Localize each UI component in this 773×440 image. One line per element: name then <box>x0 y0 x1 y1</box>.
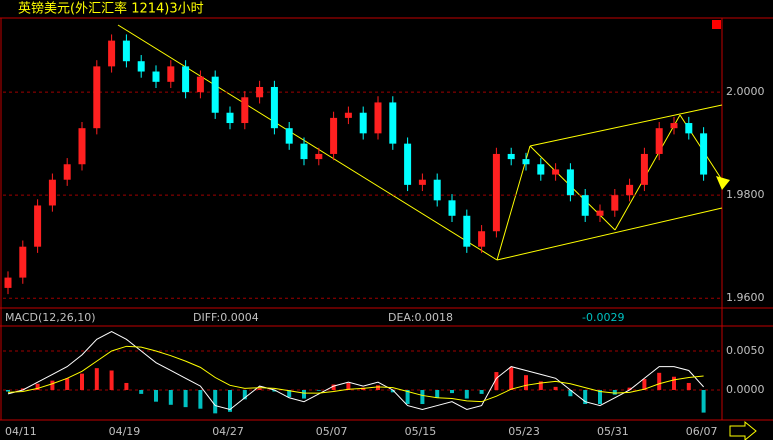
candle-body <box>611 195 619 211</box>
candle-body <box>137 61 145 72</box>
candle-body <box>507 153 515 160</box>
candle-body <box>182 66 190 93</box>
candle-body <box>167 66 175 82</box>
x-tick-label: 06/07 <box>686 425 718 438</box>
candle-body <box>552 169 560 175</box>
corner-marker <box>712 20 721 29</box>
candle-body <box>300 143 308 160</box>
x-tick-label: 04/11 <box>5 425 37 438</box>
candle-body <box>48 179 56 206</box>
candle-body <box>122 40 130 62</box>
candle-body <box>374 102 382 134</box>
macd-line <box>7 345 704 403</box>
y-tick-label: 2.0000 <box>726 85 765 98</box>
candle-body <box>700 133 708 175</box>
candle-body <box>226 112 234 124</box>
candle-body <box>256 86 264 98</box>
macd-line <box>7 330 704 411</box>
x-tick-label: 05/07 <box>316 425 348 438</box>
candle-body <box>315 153 323 160</box>
x-tick-label: 05/23 <box>508 425 540 438</box>
candle-body <box>670 123 678 129</box>
candle-body <box>241 97 249 124</box>
candle-body <box>463 215 471 247</box>
candle-body <box>344 112 352 118</box>
candle-body <box>196 76 204 93</box>
candle-body <box>359 112 367 134</box>
candle-body <box>418 179 426 185</box>
x-tick-label: 04/27 <box>212 425 244 438</box>
y-tick-label: 0.0000 <box>726 383 765 396</box>
dea-label: DEA:0.0018 <box>388 311 453 324</box>
candle-body <box>522 159 530 165</box>
candle-body <box>78 128 86 165</box>
candle-body <box>63 164 71 180</box>
candle-body <box>389 102 397 144</box>
candle-body <box>655 128 663 154</box>
macd-title: MACD(12,26,10) <box>5 311 96 324</box>
y-tick-label: 1.9800 <box>726 188 765 201</box>
y-tick-label: 1.9600 <box>726 291 765 304</box>
candle-body <box>448 200 456 216</box>
candle-body <box>537 164 545 175</box>
candle-body <box>285 128 293 144</box>
macd-label: -0.0029 <box>582 311 624 324</box>
trend-arrow <box>716 176 730 190</box>
candle-body <box>640 153 648 185</box>
candle-body <box>404 143 412 185</box>
candle-body <box>211 76 219 113</box>
candle-body <box>152 71 160 82</box>
candle-body <box>19 246 27 278</box>
candle-body <box>108 40 116 67</box>
candle-body <box>270 86 278 129</box>
candle-body <box>93 66 101 129</box>
candle-body <box>492 153 500 232</box>
candle-body <box>596 210 604 216</box>
candle-body <box>685 123 693 134</box>
candle-body <box>626 184 634 196</box>
y-tick-label: 0.0050 <box>726 344 765 357</box>
candle-body <box>34 205 42 247</box>
candle-body <box>566 169 574 196</box>
chart-title: 英镑美元(外汇汇率 1214)3小时 <box>18 1 204 17</box>
candle-body <box>4 277 12 288</box>
frame <box>0 17 773 421</box>
candle-body <box>330 117 338 154</box>
diff-label: DIFF:0.0004 <box>193 311 259 324</box>
x-tick-label: 05/31 <box>597 425 629 438</box>
candle-body <box>581 195 589 216</box>
trend-lines <box>117 24 723 261</box>
x-tick-label: 05/15 <box>405 425 437 438</box>
candle-body <box>478 231 486 247</box>
candle-body <box>433 179 441 201</box>
x-tick-label: 04/19 <box>109 425 141 438</box>
scroll-arrow[interactable] <box>729 420 757 440</box>
